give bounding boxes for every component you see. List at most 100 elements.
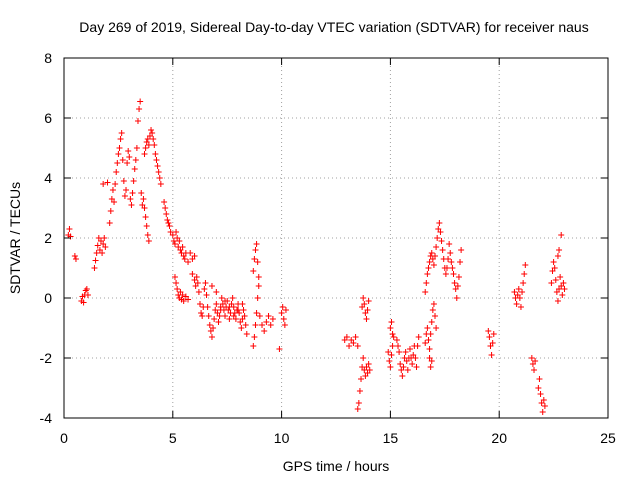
data-point	[66, 226, 73, 232]
data-point	[164, 217, 171, 223]
data-point	[126, 154, 133, 160]
data-point	[144, 232, 151, 238]
data-point	[83, 286, 90, 292]
data-point	[557, 274, 564, 280]
data-point	[442, 271, 449, 277]
data-point	[155, 169, 162, 175]
data-point	[154, 163, 161, 169]
data-point	[151, 142, 158, 148]
data-point	[173, 229, 180, 235]
data-point	[485, 328, 492, 334]
data-point	[354, 343, 361, 349]
data-point	[213, 289, 220, 295]
data-point	[560, 280, 567, 286]
y-tick-label: 6	[44, 110, 52, 126]
data-point	[106, 220, 113, 226]
grid	[64, 58, 608, 418]
data-point	[150, 136, 157, 142]
data-point	[142, 145, 149, 151]
data-point	[430, 301, 437, 307]
data-point	[187, 250, 194, 256]
data-point	[251, 334, 258, 340]
data-point	[213, 301, 220, 307]
data-point	[447, 250, 454, 256]
data-point	[424, 271, 431, 277]
data-point	[522, 262, 529, 268]
data-point	[278, 310, 285, 316]
data-point	[102, 244, 109, 250]
data-point	[208, 283, 215, 289]
data-point	[446, 241, 453, 247]
data-point	[395, 343, 402, 349]
x-tick-label: 5	[169, 430, 177, 446]
data-point	[71, 253, 78, 259]
data-point	[387, 364, 394, 370]
data-point	[72, 256, 79, 262]
data-point	[109, 187, 116, 193]
data-point	[181, 256, 188, 262]
data-point	[148, 127, 155, 133]
y-tick-label: -2	[40, 350, 53, 366]
data-point	[427, 364, 434, 370]
data-point	[99, 250, 106, 256]
data-point	[163, 211, 170, 217]
data-point	[422, 289, 429, 295]
data-point	[414, 343, 421, 349]
data-point	[365, 298, 372, 304]
data-point	[428, 250, 435, 256]
data-point	[521, 271, 528, 277]
data-point	[107, 208, 114, 214]
x-tick-label: 10	[274, 430, 290, 446]
data-point	[94, 242, 101, 249]
data-point	[389, 343, 396, 349]
data-point	[113, 169, 120, 175]
data-point	[438, 238, 445, 244]
data-point	[117, 136, 124, 142]
data-point	[402, 349, 409, 355]
data-point	[165, 220, 172, 226]
data-point	[261, 328, 268, 334]
data-point	[215, 319, 222, 325]
data-point	[535, 385, 542, 391]
data-point	[390, 334, 397, 340]
data-point	[80, 299, 87, 306]
data-point	[531, 367, 538, 373]
data-point	[432, 313, 439, 319]
data-point	[216, 313, 223, 319]
data-point	[554, 298, 561, 304]
data-point	[426, 346, 433, 352]
data-point	[455, 274, 462, 280]
data-point	[156, 175, 163, 181]
y-axis-ticks: -4 -2 0 2 4 6 8	[40, 50, 608, 426]
data-point	[425, 337, 432, 343]
data-point	[180, 298, 187, 304]
data-point	[193, 274, 200, 280]
data-point	[554, 253, 561, 259]
data-point	[356, 388, 363, 394]
data-point	[532, 358, 539, 364]
data-point	[400, 364, 407, 370]
data-point	[281, 322, 288, 328]
data-point	[254, 259, 261, 265]
data-point	[142, 214, 149, 220]
data-point	[399, 373, 406, 379]
data-point	[256, 313, 263, 319]
data-point	[125, 148, 132, 154]
data-point	[541, 403, 548, 409]
data-point	[434, 235, 441, 241]
data-point	[226, 316, 233, 322]
x-tick-label: 0	[60, 430, 68, 446]
data-point	[360, 295, 367, 301]
data-point	[520, 280, 527, 286]
data-point	[208, 334, 215, 340]
data-point	[229, 295, 236, 301]
data-point	[352, 334, 359, 340]
data-point	[210, 325, 217, 331]
data-point	[559, 292, 566, 298]
data-point	[343, 334, 350, 340]
data-point	[116, 145, 123, 151]
data-point	[211, 316, 218, 322]
data-point	[235, 307, 242, 313]
data-point	[450, 271, 457, 277]
